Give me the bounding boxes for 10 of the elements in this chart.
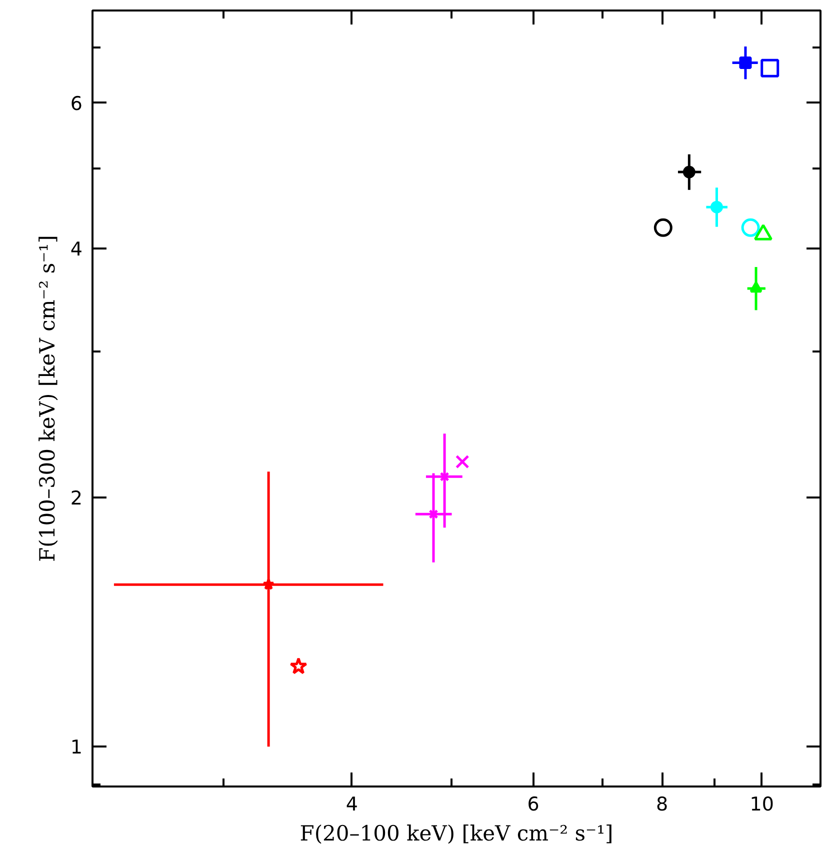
y-axis-title: F(100–300 keV) [keV cm⁻² s⁻¹] xyxy=(35,235,60,562)
y-tick-label: 1 xyxy=(70,736,83,759)
y-tick-label: 4 xyxy=(70,238,83,261)
x-tick-label: 8 xyxy=(656,794,668,816)
y-tick-label: 6 xyxy=(70,92,83,115)
y-tick-label: 2 xyxy=(70,488,83,510)
x-tick-label: 4 xyxy=(346,794,358,816)
x-tick-label: 6 xyxy=(527,794,540,816)
x-tick-label: 10 xyxy=(750,794,774,816)
x-axis-title: F(20–100 keV) [keV cm⁻² s⁻¹] xyxy=(300,822,614,846)
